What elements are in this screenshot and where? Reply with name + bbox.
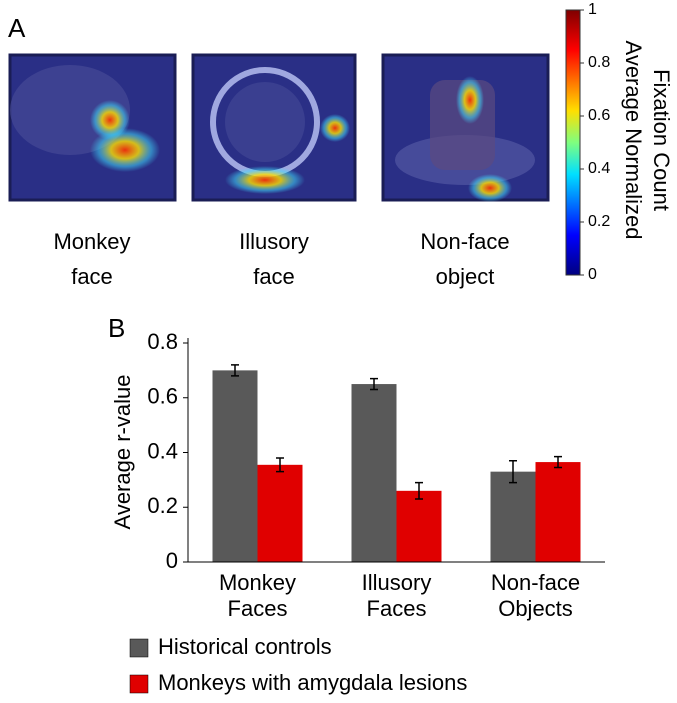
bar	[257, 464, 303, 562]
bar	[396, 490, 442, 562]
y-axis-title: Average r-value	[110, 375, 135, 530]
x-tick-label: Illusory Faces	[362, 570, 432, 621]
y-tick-label: 0.6	[147, 384, 178, 409]
panel-label: A	[8, 13, 26, 43]
y-tick-label: 0.8	[147, 329, 178, 354]
colorbar-tick-label: 0	[588, 266, 597, 283]
x-tick-label: Monkey Faces	[219, 570, 296, 621]
colorbar-tick-label: 1	[588, 1, 597, 18]
colorbar-tick-label: 0.6	[588, 107, 610, 124]
colorbar-ticks: 0 0.2 0.4 0.6 0.8 1	[580, 1, 610, 283]
colorbar-title: Average Normalized	[621, 41, 646, 240]
colorbar	[565, 9, 581, 276]
image-caption: Illusory face	[239, 229, 309, 289]
image-caption: Monkey face	[53, 229, 130, 289]
legend-label: Historical controls	[158, 634, 332, 659]
bar	[490, 471, 536, 562]
captions: Monkey face Illusory face Non-face object	[53, 229, 509, 289]
legend-swatch	[129, 674, 149, 694]
panel-label: B	[108, 313, 125, 343]
bar	[351, 384, 397, 562]
legend-label: Monkeys with amygdala lesions	[158, 670, 467, 695]
x-tick-label: Non-face Objects	[491, 570, 580, 621]
heatmap-images	[8, 53, 550, 202]
error-bar	[554, 455, 562, 469]
legend-swatch	[129, 638, 149, 658]
colorbar-tick-label: 0.8	[588, 54, 610, 71]
bar	[535, 462, 581, 562]
y-tick-label: 0	[166, 548, 178, 573]
error-bar	[415, 481, 423, 500]
image-caption: Non-face object	[420, 229, 509, 289]
error-bar	[231, 364, 239, 377]
y-tick-label: 0.4	[147, 438, 178, 463]
error-bar	[276, 457, 284, 473]
error-bar	[370, 377, 378, 391]
error-bar	[509, 459, 517, 484]
bar-chart: 0 0.2 0.4 0.6 0.8 Monkey Faces Illusory Faces Non…	[129, 329, 605, 695]
bar	[212, 370, 258, 562]
colorbar-tick-label: 0.2	[588, 213, 610, 230]
colorbar-tick-label: 0.4	[588, 160, 610, 177]
colorbar-title: Fixation Count	[649, 69, 674, 211]
y-tick-label: 0.2	[147, 493, 178, 518]
